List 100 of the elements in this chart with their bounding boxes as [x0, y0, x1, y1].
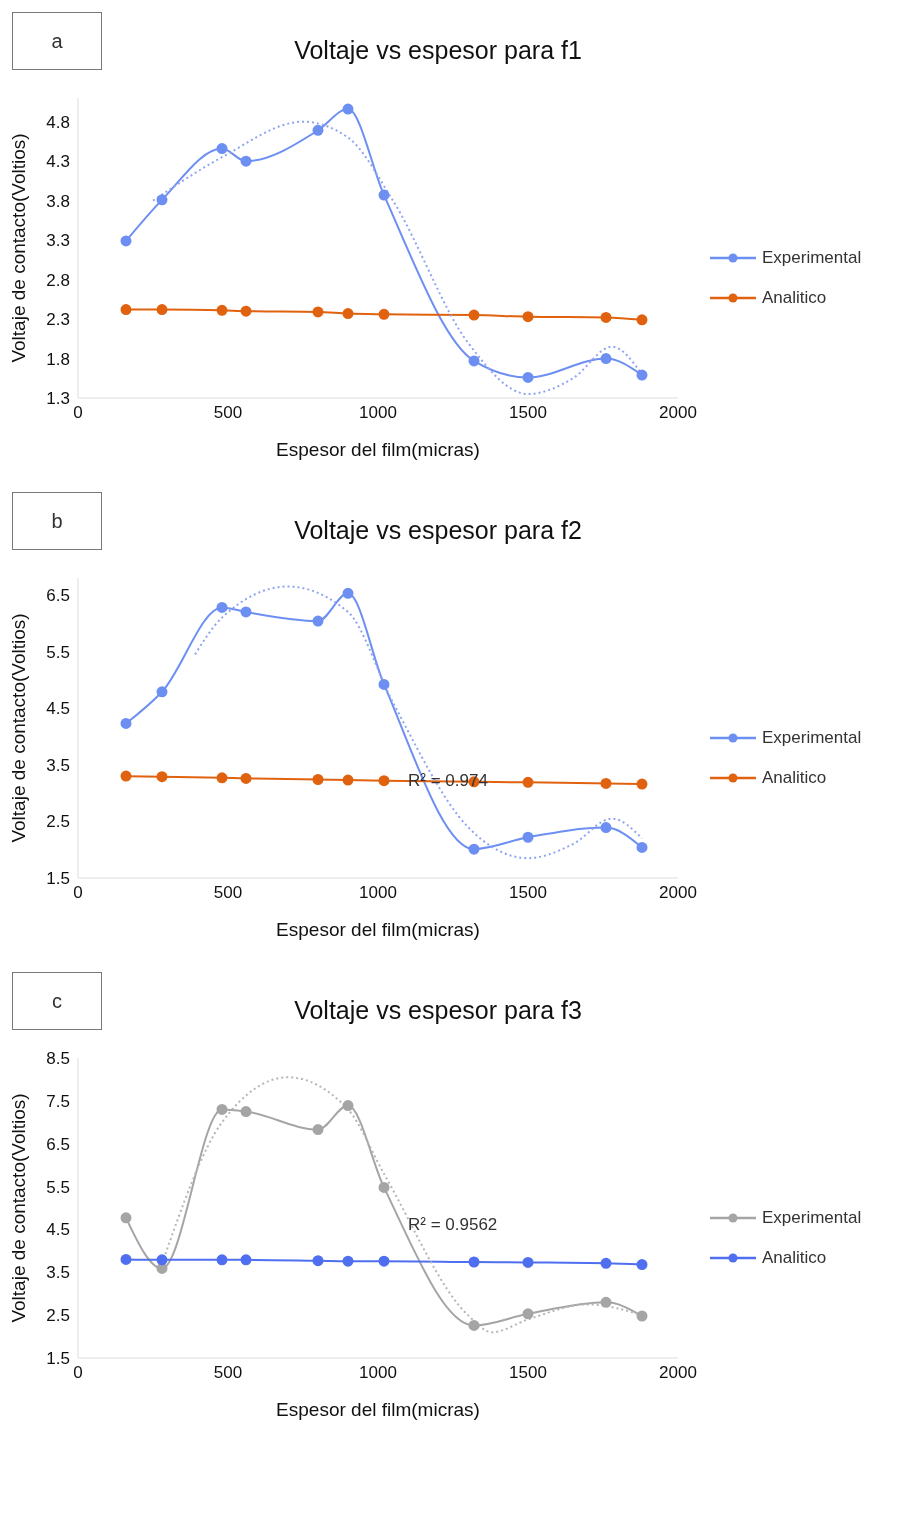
point [240, 772, 252, 784]
y-tick-label: 6.5 [46, 1134, 70, 1154]
point [522, 311, 534, 323]
point [342, 774, 354, 786]
point [312, 774, 324, 786]
y-tick-label: 8.5 [46, 1049, 70, 1069]
annotation: R² = 0.9562 [408, 1215, 498, 1236]
point [156, 304, 168, 316]
legend-label: Experimental [762, 248, 862, 268]
point [156, 686, 168, 698]
x-tick-label: 0 [73, 403, 83, 423]
y-tick-label: 3.3 [46, 231, 70, 251]
point [636, 1310, 648, 1322]
legend-label: Analitico [762, 288, 827, 308]
point [378, 308, 390, 320]
point [312, 615, 324, 627]
y-tick-label: 2.5 [46, 1306, 70, 1326]
legend-label: Analitico [762, 768, 827, 788]
y-tick-label: 2.8 [46, 270, 70, 290]
point [216, 1254, 228, 1266]
point [342, 1255, 354, 1267]
point [468, 843, 480, 855]
point [240, 1254, 252, 1266]
point [120, 304, 132, 316]
chart-title: Voltaje vs espesor para f3 [293, 996, 583, 1025]
text: c [12, 972, 102, 1030]
point [240, 305, 252, 317]
point [522, 1308, 534, 1320]
point [636, 778, 648, 790]
point [120, 717, 132, 729]
point [522, 1256, 534, 1268]
line-series [194, 585, 643, 860]
point [216, 601, 228, 613]
point [312, 306, 324, 318]
point [378, 678, 390, 690]
x-tick-label: 500 [213, 883, 243, 903]
legend-label: Experimental [762, 728, 862, 748]
x-axis-title: Espesor del film(micras) [276, 919, 480, 940]
y-tick-label: 6.5 [46, 586, 70, 606]
point [120, 770, 132, 782]
point [522, 831, 534, 843]
point [156, 194, 168, 206]
point [600, 353, 612, 365]
x-tick-label: 2000 [659, 1363, 697, 1383]
y-tick-label: 3.5 [46, 755, 70, 775]
y-tick-label: 4.3 [46, 152, 70, 172]
y-tick-label: 5.5 [46, 1177, 70, 1197]
point [378, 1181, 390, 1193]
point [240, 606, 252, 618]
x-tick-label: 0 [73, 883, 83, 903]
point [468, 355, 480, 367]
point [468, 309, 480, 321]
point [342, 1100, 354, 1112]
y-tick-label: 3.8 [46, 191, 70, 211]
y-tick-label: 1.5 [46, 1349, 70, 1369]
x-tick-label: 500 [213, 403, 243, 423]
point [156, 1254, 168, 1266]
y-tick-label: 2.5 [46, 812, 70, 832]
point [600, 822, 612, 834]
y-tick-label: 7.5 [46, 1091, 70, 1111]
x-tick-label: 2000 [659, 883, 697, 903]
x-tick-label: 1500 [509, 403, 547, 423]
y-axis-title: Voltaje de contacto(Voltios) [7, 613, 29, 843]
point [600, 777, 612, 789]
point [636, 1259, 648, 1271]
x-tick-label: 2000 [659, 403, 697, 423]
text: a [12, 12, 102, 70]
y-tick-label: 4.8 [46, 112, 70, 132]
point [312, 124, 324, 136]
legend-label: Experimental [762, 1208, 862, 1228]
x-tick-label: 0 [73, 1363, 83, 1383]
y-tick-label: 5.5 [46, 642, 70, 662]
y-tick-label: 3.5 [46, 1263, 70, 1283]
point [378, 775, 390, 787]
point [522, 371, 534, 383]
x-tick-label: 1000 [359, 403, 397, 423]
y-tick-label: 4.5 [46, 1220, 70, 1240]
point [156, 771, 168, 783]
x-tick-label: 1000 [359, 883, 397, 903]
point [636, 841, 648, 853]
point [240, 155, 252, 167]
point [378, 189, 390, 201]
y-tick-label: 1.3 [46, 389, 70, 409]
x-tick-label: 1000 [359, 1363, 397, 1383]
x-axis-title: Espesor del film(micras) [276, 439, 480, 460]
text: b [12, 492, 102, 550]
point [468, 1319, 480, 1331]
y-axis-title: Voltaje de contacto(Voltios) [7, 133, 29, 363]
point [342, 308, 354, 320]
point [216, 1103, 228, 1115]
y-axis-title: Voltaje de contacto(Voltios) [7, 1093, 29, 1323]
point [600, 311, 612, 323]
x-tick-label: 1500 [509, 883, 547, 903]
point [468, 1256, 480, 1268]
point [600, 1296, 612, 1308]
point [312, 1255, 324, 1267]
point [216, 772, 228, 784]
x-axis-title: Espesor del film(micras) [276, 1399, 480, 1420]
point [120, 235, 132, 247]
chart-title: Voltaje vs espesor para f1 [293, 36, 583, 65]
